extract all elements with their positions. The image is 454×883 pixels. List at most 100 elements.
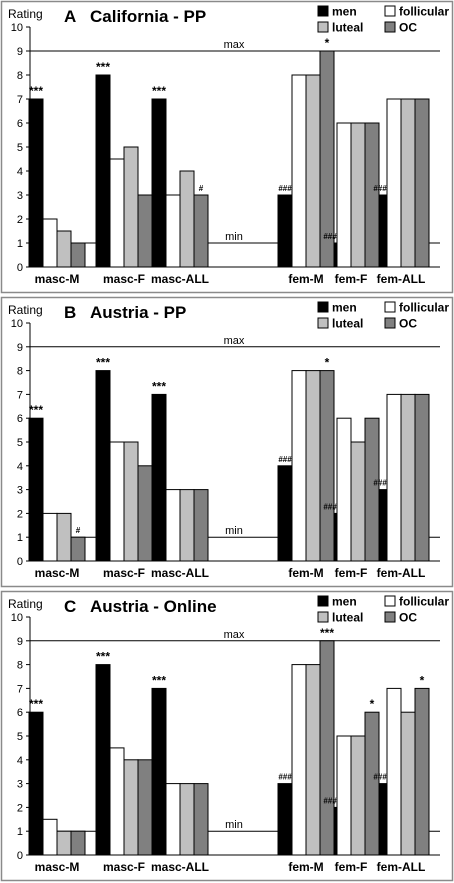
x-tick-label: masc-M <box>35 860 80 874</box>
max-label: max <box>224 39 245 51</box>
significance-marker: *** <box>29 84 43 98</box>
bar-follicular <box>42 818 58 856</box>
bar-OC <box>364 711 380 856</box>
x-tick-label: fem-F <box>335 860 368 874</box>
significance-marker: ### <box>278 773 292 782</box>
x-tick-label: fem-M <box>288 272 323 286</box>
y-tick-label: 1 <box>17 238 23 250</box>
significance-marker: ### <box>373 773 387 782</box>
bar-luteal <box>350 441 366 562</box>
legend-swatch-OC <box>384 611 396 623</box>
legend-label: follicular <box>399 595 449 609</box>
x-tick-label: masc-ALL <box>151 860 209 874</box>
x-tick-label: masc-ALL <box>151 566 209 580</box>
panel-title: Austria - PP <box>90 303 186 322</box>
bar-men <box>151 687 167 856</box>
bar-OC <box>70 830 86 856</box>
legend-swatch-follicular <box>384 301 396 313</box>
legend-swatch-luteal <box>317 21 329 33</box>
bar-OC <box>137 194 153 268</box>
bar-luteal <box>400 711 416 856</box>
bar-OC <box>193 783 209 856</box>
bar-follicular <box>109 441 125 562</box>
significance-marker: ### <box>323 232 337 241</box>
chart-panel-C: Rating C Austria - Online 0 1 2 3 4 5 6 7 8 9 10 max mi… <box>0 590 454 882</box>
legend-swatch-men <box>317 5 329 17</box>
significance-marker: ### <box>278 184 292 193</box>
bar-OC <box>70 242 86 268</box>
bar-follicular <box>386 687 402 856</box>
y-tick-label: 6 <box>17 413 23 425</box>
bar-OC <box>414 98 430 268</box>
legend-swatch-luteal <box>317 317 329 329</box>
bar-follicular <box>291 370 307 562</box>
x-tick-label: masc-ALL <box>151 272 209 286</box>
bar-men <box>277 465 293 562</box>
legend-swatch-OC <box>384 317 396 329</box>
bar-OC <box>414 687 430 856</box>
min-label: min <box>225 525 243 537</box>
y-tick-label: 0 <box>17 556 23 568</box>
y-tick-label: 3 <box>17 485 23 497</box>
significance-marker: *** <box>152 84 166 98</box>
y-tick-label: 9 <box>17 342 23 354</box>
y-tick-label: 4 <box>17 461 23 473</box>
significance-marker: ### <box>373 184 387 193</box>
y-tick-label: 9 <box>17 46 23 58</box>
legend-label: luteal <box>332 317 363 331</box>
y-tick-label: 6 <box>17 707 23 719</box>
bar-luteal <box>179 783 195 856</box>
bar-luteal <box>305 664 321 856</box>
y-tick-label: 10 <box>11 318 23 330</box>
y-tick-label: 3 <box>17 779 23 791</box>
significance-marker: * <box>420 673 425 687</box>
bar-OC <box>193 194 209 268</box>
y-tick-label: 8 <box>17 366 23 378</box>
significance-marker: # <box>76 526 81 535</box>
bar-men <box>95 370 111 562</box>
legend-label: OC <box>399 21 417 35</box>
x-tick-label: masc-M <box>35 566 80 580</box>
bar-follicular <box>291 74 307 268</box>
y-tick-label: 5 <box>17 437 23 449</box>
bar-follicular <box>109 747 125 856</box>
panel-letter: B <box>64 303 76 322</box>
significance-marker: ### <box>373 479 387 488</box>
y-tick-label: 7 <box>17 683 23 695</box>
y-tick-label: 0 <box>17 850 23 862</box>
panel-letter: C <box>64 597 76 616</box>
bar-men <box>95 664 111 856</box>
bar-OC <box>193 489 209 562</box>
legend-label: OC <box>399 611 417 625</box>
legend-swatch-follicular <box>384 595 396 607</box>
legend-swatch-men <box>317 595 329 607</box>
significance-marker: * <box>325 356 330 370</box>
bar-OC <box>414 393 430 562</box>
significance-marker: *** <box>29 403 43 417</box>
bar-luteal <box>56 830 72 856</box>
significance-marker: ### <box>323 796 337 805</box>
bar-follicular <box>336 417 352 562</box>
y-tick-label: 1 <box>17 532 23 544</box>
bar-follicular <box>165 783 181 856</box>
bar-OC <box>70 536 86 562</box>
bar-luteal <box>56 512 72 562</box>
x-tick-label: fem-ALL <box>377 272 426 286</box>
chart-panel-A: Rating A California - PP 0 1 2 3 4 5 6 7 8 9 10 max min… <box>0 0 454 294</box>
bar-follicular <box>336 735 352 856</box>
bar-luteal <box>123 146 139 268</box>
y-tick-label: 3 <box>17 190 23 202</box>
y-axis-title: Rating <box>8 303 43 317</box>
bar-luteal <box>350 122 366 268</box>
bar-luteal <box>123 441 139 562</box>
max-label: max <box>224 629 245 641</box>
x-tick-label: fem-F <box>335 566 368 580</box>
bar-follicular <box>386 393 402 562</box>
legend-swatch-follicular <box>384 5 396 17</box>
y-tick-label: 6 <box>17 118 23 130</box>
bar-OC <box>137 759 153 856</box>
significance-marker: * <box>370 697 375 711</box>
legend-swatch-men <box>317 301 329 313</box>
significance-marker: *** <box>320 626 334 640</box>
significance-marker: ### <box>278 455 292 464</box>
